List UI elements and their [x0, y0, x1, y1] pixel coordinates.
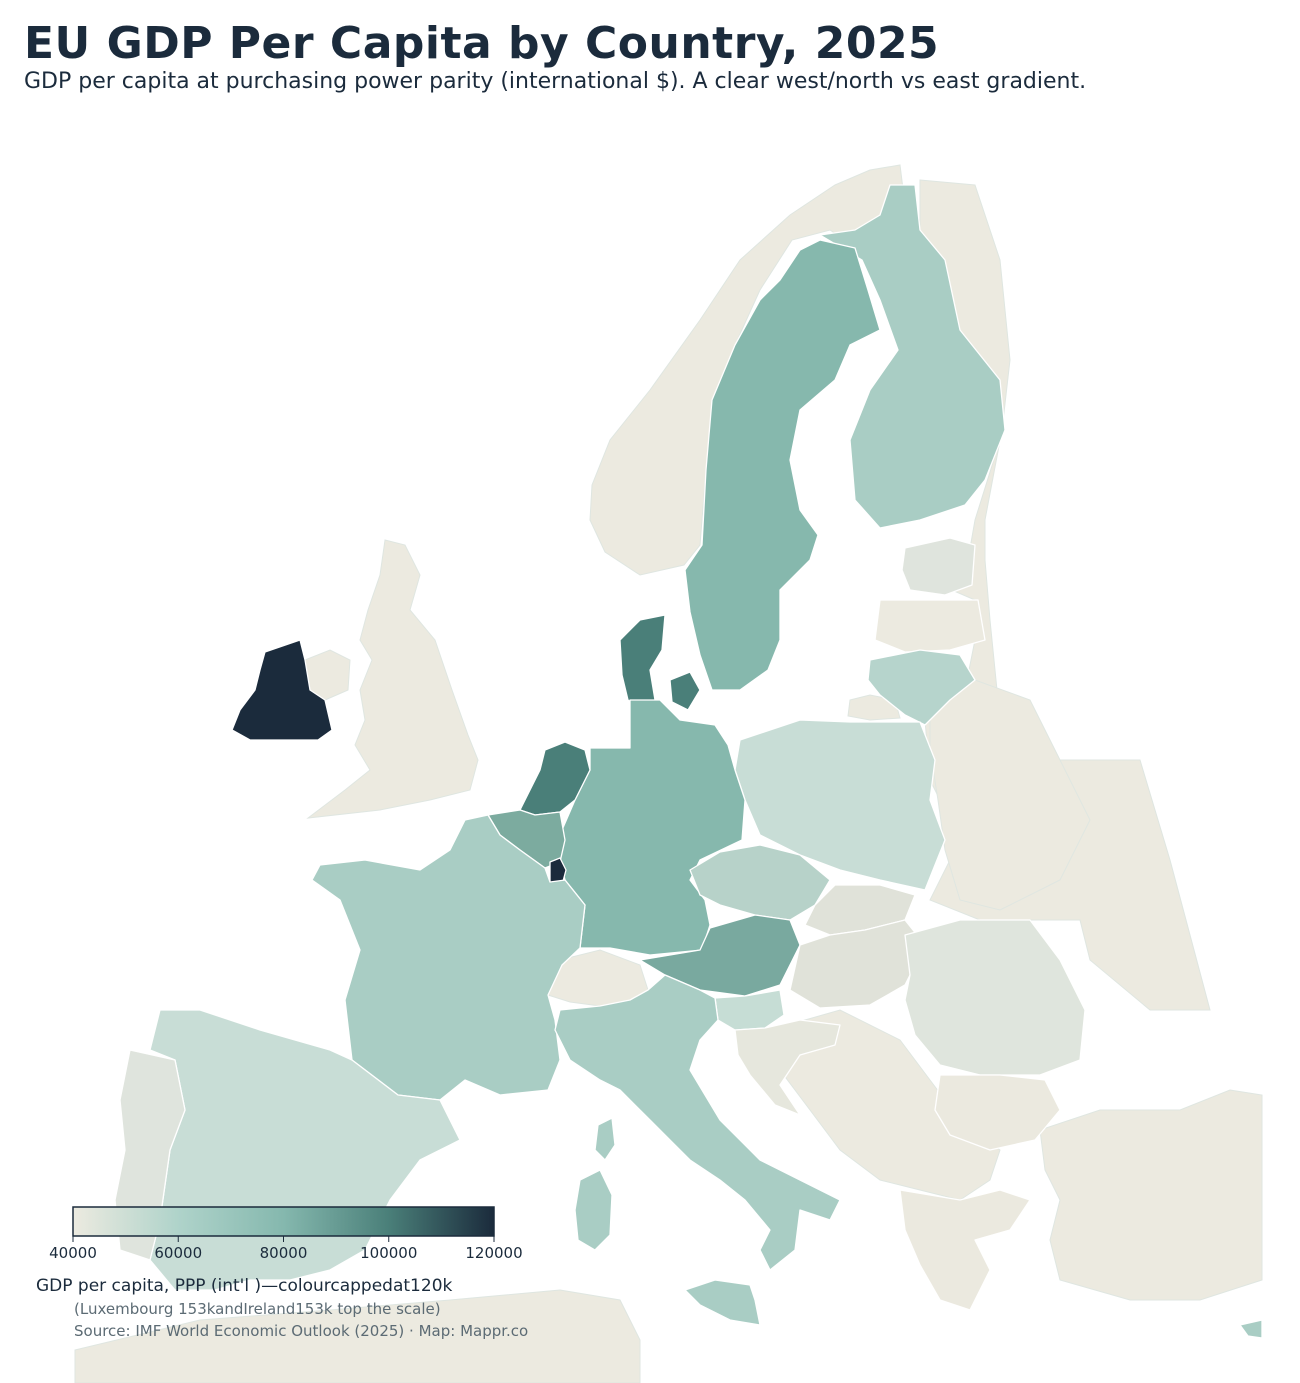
colorbar-tick-label: 60000	[154, 1244, 202, 1262]
colorbar-tick-label: 40000	[49, 1244, 97, 1262]
source-note: Source: IMF World Economic Outlook (2025…	[74, 1322, 529, 1340]
region-denmark-islands	[669, 671, 701, 711]
colorbar-tick-label: 80000	[260, 1244, 308, 1262]
region-sardinia	[574, 1169, 613, 1251]
region-poland	[734, 719, 946, 891]
region-italy	[554, 974, 841, 1271]
region-latvia	[874, 599, 986, 653]
region-norway	[589, 164, 906, 576]
colorbar-tick-label: 120000	[465, 1244, 522, 1262]
colorbar-tick-label: 100000	[360, 1244, 417, 1262]
region-bulgaria	[934, 1074, 1061, 1151]
eu-countries	[114, 184, 1263, 1339]
region-cyprus	[1239, 1319, 1263, 1339]
region-denmark	[619, 614, 666, 711]
region-balkans	[769, 1009, 1001, 1201]
region-north-africa	[74, 1289, 641, 1383]
region-france	[311, 814, 586, 1101]
region-belarus-ukraine	[929, 679, 1091, 911]
map-title: EU GDP Per Capita by Country, 2025	[24, 18, 940, 69]
region-lithuania	[867, 649, 976, 726]
colorbar-note: (Luxembourg 153kandIreland153k top the s…	[74, 1300, 441, 1318]
region-croatia	[734, 1019, 841, 1116]
region-ireland	[231, 639, 333, 741]
region-great-britain	[306, 539, 479, 819]
region-germany	[559, 699, 746, 956]
region-hungary	[789, 919, 926, 1009]
region-romania	[904, 919, 1086, 1076]
map-subtitle: GDP per capita at purchasing power parit…	[24, 69, 1087, 94]
region-corsica	[594, 1117, 616, 1161]
region-sweden	[684, 239, 881, 691]
region-finland	[819, 184, 1006, 529]
non-eu-land	[74, 164, 1263, 1383]
region-luxembourg	[549, 857, 567, 886]
colorbar-ticks: 40000 60000 80000 100000 120000	[49, 1236, 523, 1262]
region-sicily	[684, 1279, 761, 1326]
colorbar: 40000 60000 80000 100000 120000	[49, 1206, 523, 1262]
region-greece	[899, 1189, 1031, 1311]
region-turkey	[1039, 1089, 1263, 1301]
colorbar-label: GDP per capita, PPP (int'l )—colourcappe…	[36, 1276, 453, 1296]
region-slovenia	[714, 989, 785, 1031]
region-estonia	[901, 537, 976, 596]
colorbar-gradient	[72, 1206, 495, 1237]
